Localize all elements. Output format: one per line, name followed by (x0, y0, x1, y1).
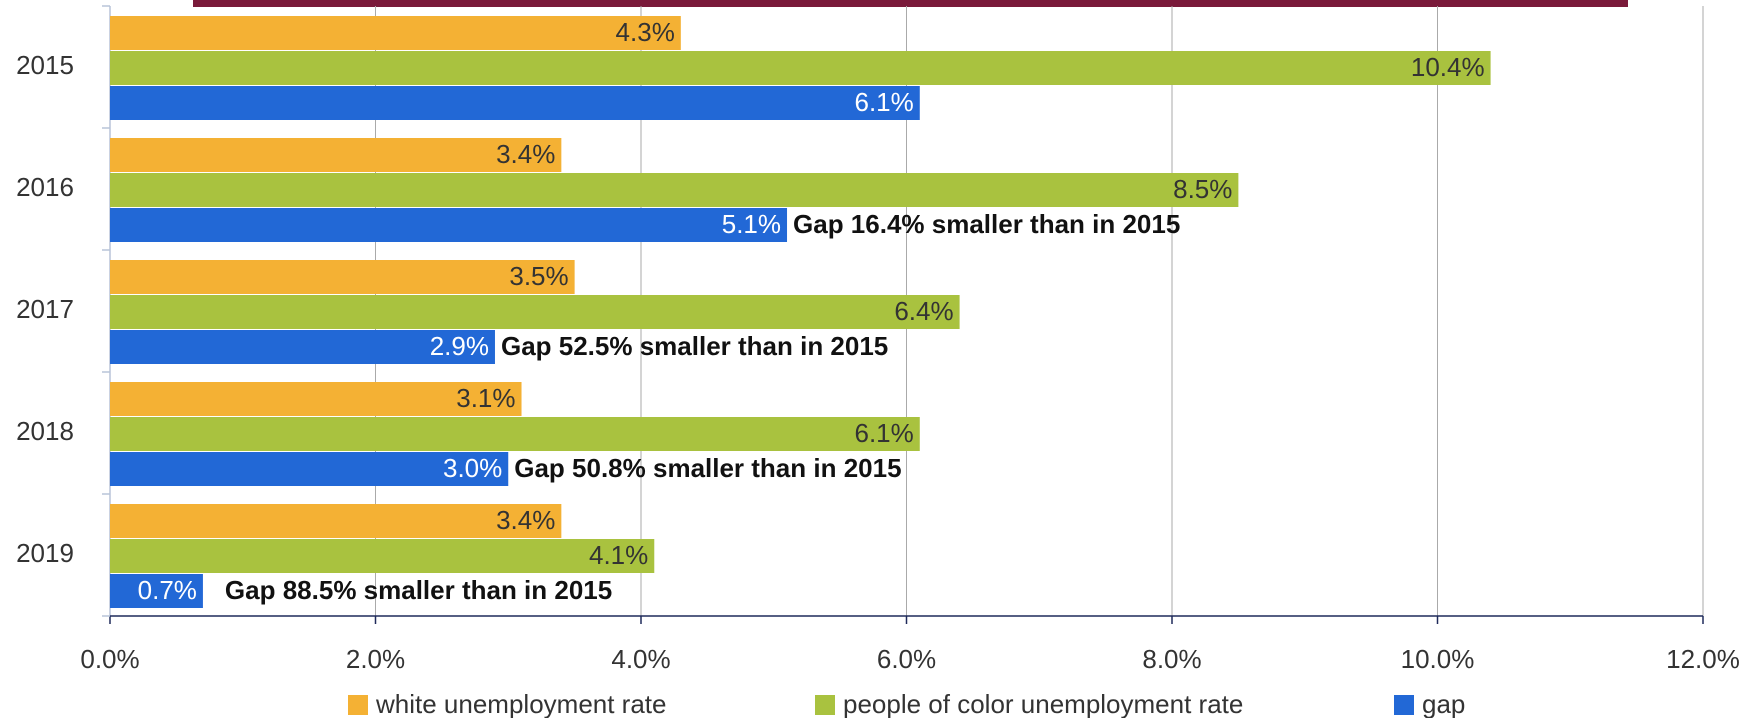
annotation: Gap 88.5% smaller than in 2015 (225, 575, 612, 605)
bar (110, 16, 681, 50)
x-tick-label: 6.0% (877, 644, 936, 674)
annotation: Gap 16.4% smaller than in 2015 (793, 209, 1180, 239)
value-label: 5.1% (722, 209, 781, 239)
value-label: 6.4% (894, 296, 953, 326)
legend-swatch (348, 695, 368, 715)
x-tick-label: 12.0% (1666, 644, 1740, 674)
bar (110, 173, 1239, 207)
bar (110, 86, 920, 120)
header-band (193, 0, 1628, 7)
bar (110, 138, 562, 172)
value-label: 3.1% (456, 383, 515, 413)
annotation: Gap 52.5% smaller than in 2015 (501, 331, 888, 361)
bar (110, 417, 920, 451)
x-tick-label: 0.0% (80, 644, 139, 674)
bar (110, 452, 509, 486)
bar (110, 260, 575, 294)
bar (110, 51, 1491, 85)
bar (110, 504, 562, 538)
y-tick-label: 2017 (16, 294, 74, 324)
bar (110, 295, 960, 329)
value-label: 8.5% (1173, 174, 1232, 204)
bar (110, 208, 788, 242)
legend-label: gap (1422, 689, 1465, 718)
value-label: 3.5% (509, 261, 568, 291)
x-tick-label: 10.0% (1401, 644, 1475, 674)
value-label: 6.1% (855, 87, 914, 117)
bar (110, 330, 495, 364)
value-label: 4.1% (589, 540, 648, 570)
annotation: Gap 50.8% smaller than in 2015 (514, 453, 901, 483)
legend-label: people of color unemployment rate (843, 689, 1243, 718)
value-label: 2.9% (430, 331, 489, 361)
y-tick-label: 2019 (16, 538, 74, 568)
legend-label: white unemployment rate (375, 689, 666, 718)
bar (110, 574, 203, 608)
y-tick-label: 2018 (16, 416, 74, 446)
value-label: 0.7% (138, 575, 197, 605)
value-label: 6.1% (855, 418, 914, 448)
legend-swatch (1394, 695, 1414, 715)
value-label: 10.4% (1411, 52, 1485, 82)
value-label: 3.4% (496, 139, 555, 169)
value-label: 4.3% (616, 17, 675, 47)
y-tick-label: 2015 (16, 50, 74, 80)
legend-swatch (815, 695, 835, 715)
x-tick-label: 2.0% (346, 644, 405, 674)
value-label: 3.0% (443, 453, 502, 483)
x-tick-label: 8.0% (1142, 644, 1201, 674)
x-tick-label: 4.0% (611, 644, 670, 674)
bar (110, 382, 522, 416)
y-tick-label: 2016 (16, 172, 74, 202)
value-label: 3.4% (496, 505, 555, 535)
bar (110, 539, 655, 573)
